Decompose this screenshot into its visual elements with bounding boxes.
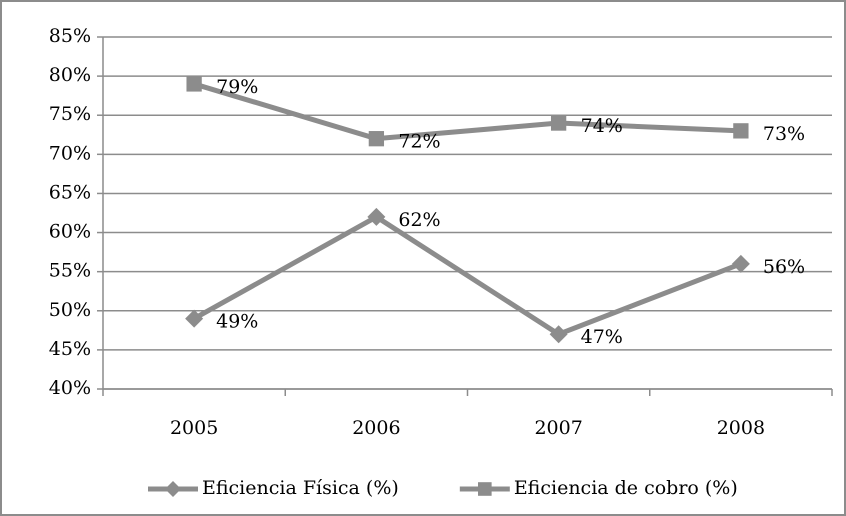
x-tick-label: 2005	[170, 417, 218, 439]
x-tick-label: 2006	[352, 417, 400, 439]
marker	[549, 325, 568, 344]
y-tick-label: 70%	[49, 142, 91, 164]
data-label: 56%	[763, 256, 805, 278]
legend-marker	[165, 481, 181, 497]
series-line	[193, 81, 741, 142]
y-tick-label: 45%	[49, 338, 91, 360]
y-tick-label: 60%	[49, 221, 91, 243]
marker	[368, 131, 385, 147]
x-tick-label: 2007	[534, 417, 582, 439]
marker	[186, 76, 202, 92]
data-label: 79%	[216, 76, 258, 98]
series-line	[192, 213, 742, 338]
y-tick-label: 65%	[49, 181, 91, 203]
y-tick-label: 55%	[49, 260, 91, 282]
y-tick-label: 75%	[49, 103, 91, 125]
marker	[731, 254, 750, 273]
y-tick-label: 40%	[49, 377, 91, 399]
legend-marker	[478, 482, 492, 496]
data-label: 72%	[398, 131, 440, 153]
data-label: 49%	[216, 311, 258, 333]
y-tick-label: 85%	[49, 25, 91, 47]
legend-label: Eficiencia de cobro (%)	[514, 477, 738, 499]
marker	[733, 123, 749, 139]
y-tick-label: 80%	[49, 64, 91, 86]
y-tick-label: 50%	[49, 299, 91, 321]
data-label: 62%	[398, 209, 440, 231]
data-label: 73%	[763, 123, 805, 145]
marker	[367, 207, 386, 226]
data-label: 74%	[581, 115, 623, 137]
legend-label: Eficiencia Física (%)	[202, 477, 399, 499]
x-tick-label: 2008	[717, 417, 765, 439]
marker	[550, 115, 567, 131]
marker	[185, 309, 204, 328]
data-label: 47%	[581, 326, 623, 348]
